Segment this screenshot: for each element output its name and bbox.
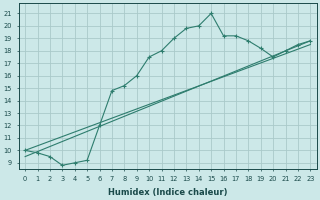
X-axis label: Humidex (Indice chaleur): Humidex (Indice chaleur) <box>108 188 228 197</box>
